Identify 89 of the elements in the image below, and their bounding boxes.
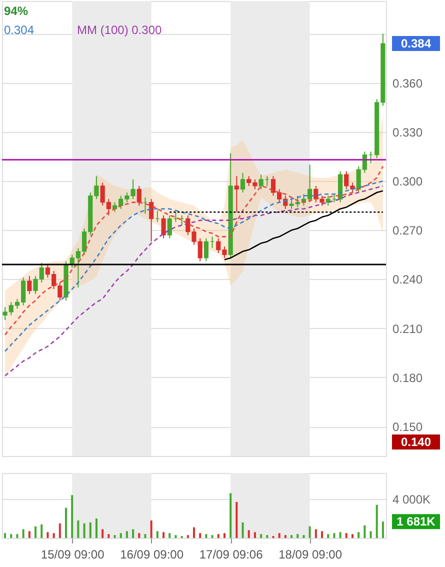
- bar: [236, 502, 238, 538]
- bar: [28, 531, 30, 538]
- candlestick: [149, 198, 154, 242]
- bar: [358, 532, 360, 538]
- bar: [138, 533, 140, 538]
- bar: [102, 529, 104, 538]
- y-tick-label: 0.360: [392, 76, 423, 90]
- bar: [108, 534, 110, 538]
- x-tick-label: 18/09 09:00: [278, 548, 342, 562]
- bar: [40, 524, 43, 538]
- annotation: MM (100) 0.300: [77, 23, 162, 37]
- bar: [314, 529, 317, 538]
- bar: [71, 495, 74, 538]
- y-tick-label: 0.180: [392, 370, 423, 385]
- bar: [364, 525, 366, 538]
- y-tick-label: 0.240: [392, 272, 423, 287]
- bar: [333, 533, 336, 538]
- bar: [126, 531, 128, 538]
- bar: [345, 533, 348, 538]
- bar: [65, 508, 67, 538]
- x-tick-label: 16/09 09:00: [120, 548, 184, 562]
- bar: [308, 526, 311, 538]
- bar: [351, 534, 354, 538]
- bar: [278, 533, 280, 538]
- line-series: [4, 166, 384, 336]
- bar: [302, 535, 305, 538]
- candlestick: [136, 185, 142, 206]
- bar: [242, 522, 244, 538]
- candlestick: [234, 176, 239, 213]
- bar: [186, 535, 189, 538]
- bar: [321, 531, 323, 538]
- bar: [376, 504, 378, 538]
- line-series: [4, 185, 384, 376]
- bar: [296, 534, 299, 538]
- bar: [16, 534, 18, 538]
- bar: [114, 535, 116, 538]
- bar: [211, 535, 214, 538]
- bar: [132, 529, 134, 538]
- bar: [58, 523, 61, 538]
- bar: [22, 529, 24, 538]
- y-tick-label: 0.300: [392, 174, 423, 189]
- bar: [339, 532, 342, 538]
- bar: [254, 532, 256, 538]
- text: 0.384: [400, 36, 432, 51]
- bar: [248, 530, 250, 538]
- bar: [382, 522, 384, 538]
- bar: [230, 493, 232, 538]
- text: 0.140: [400, 435, 432, 449]
- candlestick: [204, 238, 208, 262]
- y-tick-label: 0.150: [392, 420, 423, 434]
- candlestick: [240, 172, 246, 193]
- bar: [156, 531, 158, 538]
- bar: [144, 534, 146, 538]
- text: 1 681K: [396, 514, 436, 529]
- bar: [52, 533, 55, 538]
- bar: [89, 522, 92, 538]
- y-tick-label: 4 000K: [392, 492, 431, 507]
- bar: [150, 520, 152, 538]
- bar: [260, 534, 262, 538]
- bar: [168, 533, 171, 538]
- bar: [193, 527, 195, 538]
- bar: [290, 535, 293, 538]
- y-tick-label: 0.210: [392, 322, 423, 336]
- bar: [223, 533, 226, 538]
- bar: [10, 534, 12, 538]
- annotation: 94%: [4, 4, 28, 18]
- candlestick: [27, 275, 32, 294]
- bar: [266, 535, 268, 538]
- bar: [46, 532, 49, 538]
- bar: [34, 526, 37, 538]
- bar: [4, 533, 6, 538]
- x-tick-label: 15/09 09:00: [40, 548, 105, 562]
- bar: [77, 520, 80, 538]
- bar: [205, 534, 208, 538]
- annotation: 0.304: [4, 23, 34, 37]
- bar: [284, 535, 286, 538]
- x-tick-label: 17/09 09:06: [199, 548, 264, 562]
- bar: [120, 533, 122, 538]
- candlestick: [161, 214, 166, 239]
- bar: [370, 531, 372, 538]
- y-tick-label: 0.270: [392, 224, 423, 238]
- bar: [162, 532, 165, 538]
- bar: [83, 523, 86, 538]
- bar: [327, 534, 330, 538]
- y-tick-label: 0.330: [392, 125, 423, 140]
- bar: [199, 533, 202, 538]
- bar: [95, 518, 98, 538]
- bar: [217, 534, 220, 538]
- bar: [174, 535, 177, 538]
